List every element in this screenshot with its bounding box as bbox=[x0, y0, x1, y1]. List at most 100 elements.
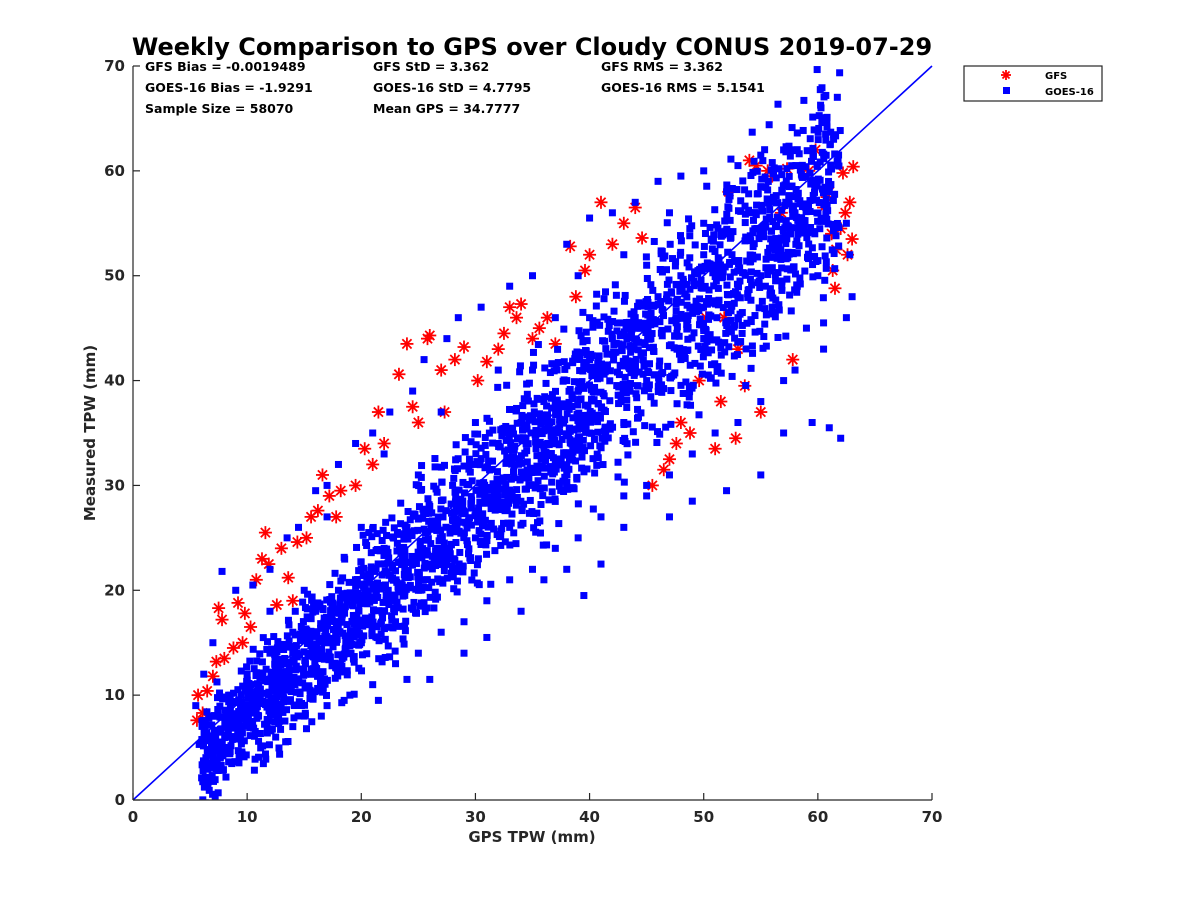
goes16-point bbox=[579, 436, 587, 444]
legend-gfs-label: GFS bbox=[1045, 71, 1067, 82]
goes16-point bbox=[599, 461, 607, 469]
goes16-point bbox=[393, 598, 401, 606]
goes16-point bbox=[665, 513, 673, 521]
goes16-point bbox=[772, 199, 780, 207]
goes16-point bbox=[487, 580, 495, 588]
goes16-point bbox=[814, 272, 822, 280]
goes16-point bbox=[308, 718, 316, 726]
goes16-point bbox=[279, 684, 287, 692]
goes16-point bbox=[699, 353, 707, 361]
goes16-point bbox=[409, 510, 417, 518]
goes16-point bbox=[683, 280, 691, 288]
goes16-point bbox=[659, 369, 667, 377]
goes16-point bbox=[325, 648, 333, 656]
goes16-point bbox=[375, 637, 383, 645]
goes16-point bbox=[221, 706, 229, 714]
goes16-point bbox=[787, 307, 795, 315]
goes16-point bbox=[534, 477, 542, 485]
goes16-point bbox=[835, 151, 843, 159]
goes16-point bbox=[258, 658, 266, 666]
goes16-point bbox=[421, 536, 429, 544]
goes16-point bbox=[667, 341, 675, 349]
goes16-point bbox=[802, 208, 810, 216]
goes16-point bbox=[785, 142, 793, 150]
goes16-point bbox=[421, 608, 429, 616]
goes16-point bbox=[722, 227, 730, 235]
goes16-point bbox=[548, 404, 556, 412]
goes16-point bbox=[515, 460, 523, 468]
goes16-point bbox=[372, 633, 380, 641]
goes16-point bbox=[741, 210, 749, 218]
goes16-point bbox=[734, 315, 742, 323]
goes16-point bbox=[537, 455, 545, 463]
goes16-point bbox=[390, 534, 398, 542]
goes16-point bbox=[603, 350, 611, 358]
goes16-point bbox=[415, 580, 423, 588]
goes16-point bbox=[796, 280, 804, 288]
goes16-point bbox=[811, 188, 819, 196]
goes16-point bbox=[436, 577, 444, 585]
goes16-point bbox=[721, 348, 729, 356]
goes16-point bbox=[250, 766, 258, 774]
goes16-point bbox=[406, 584, 414, 592]
x-tick-label: 50 bbox=[693, 808, 714, 826]
goes16-point bbox=[723, 210, 731, 218]
goes16-point bbox=[822, 195, 830, 203]
goes16-point bbox=[574, 500, 582, 508]
goes16-point bbox=[530, 524, 538, 532]
goes16-point bbox=[519, 519, 527, 527]
goes16-point bbox=[392, 618, 400, 626]
gfs-point bbox=[683, 426, 697, 440]
goes16-point bbox=[533, 394, 541, 402]
goes16-point bbox=[198, 761, 206, 769]
goes16-point bbox=[662, 295, 670, 303]
goes16-point bbox=[757, 398, 765, 406]
goes16-point bbox=[501, 489, 509, 497]
goes16-point bbox=[619, 385, 627, 393]
goes16-point bbox=[374, 560, 382, 568]
goes16-point bbox=[459, 478, 467, 486]
goes16-point bbox=[827, 161, 835, 169]
goes16-point bbox=[367, 563, 375, 571]
goes16-point bbox=[671, 262, 679, 270]
goes16-point bbox=[271, 654, 279, 662]
goes16-point bbox=[815, 112, 823, 120]
stat-goes16-rms: GOES-16 RMS = 5.1541 bbox=[601, 80, 765, 95]
goes16-point bbox=[322, 626, 330, 634]
goes16-point bbox=[606, 397, 614, 405]
goes16-point bbox=[264, 638, 272, 646]
goes16-point bbox=[537, 420, 545, 428]
goes16-point bbox=[785, 200, 793, 208]
goes16-point bbox=[761, 222, 769, 230]
goes16-point bbox=[717, 369, 725, 377]
goes16-point bbox=[723, 188, 731, 196]
goes16-point bbox=[401, 521, 409, 529]
goes16-point bbox=[626, 387, 634, 395]
goes16-point bbox=[354, 622, 362, 630]
goes16-point bbox=[755, 235, 763, 243]
goes16-point bbox=[507, 444, 515, 452]
goes16-point bbox=[748, 128, 756, 136]
goes16-point bbox=[355, 631, 363, 639]
goes16-point bbox=[639, 356, 647, 364]
goes16-point bbox=[813, 161, 821, 169]
goes16-point bbox=[446, 529, 454, 537]
goes16-point bbox=[677, 237, 685, 245]
goes16-point bbox=[594, 428, 602, 436]
goes16-point bbox=[727, 316, 735, 324]
goes16-point bbox=[443, 554, 451, 562]
goes16-point bbox=[311, 659, 319, 667]
goes16-point bbox=[643, 492, 651, 500]
goes16-point bbox=[694, 270, 702, 278]
goes16-point bbox=[620, 478, 628, 486]
goes16-point bbox=[575, 327, 583, 335]
goes16-point bbox=[686, 361, 694, 369]
goes16-point bbox=[743, 319, 751, 327]
goes16-point bbox=[428, 565, 436, 573]
goes16-point bbox=[823, 204, 831, 212]
goes16-point bbox=[691, 359, 699, 367]
goes16-point bbox=[764, 248, 772, 256]
goes16-point bbox=[285, 637, 293, 645]
goes16-point bbox=[551, 399, 559, 407]
goes16-point bbox=[201, 773, 209, 781]
